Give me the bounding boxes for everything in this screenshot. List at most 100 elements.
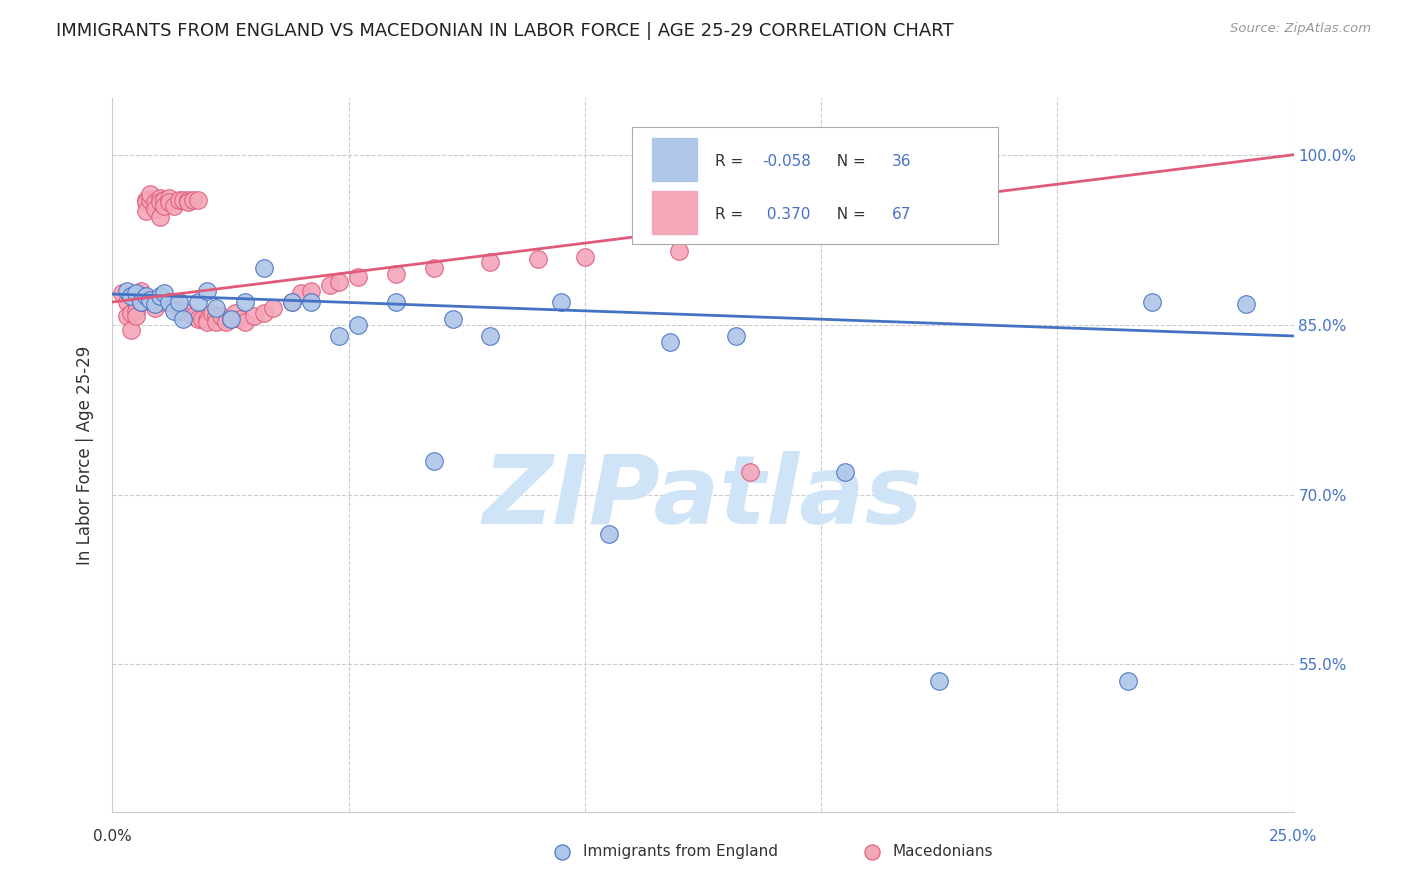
Text: Macedonians: Macedonians xyxy=(893,845,993,859)
Point xyxy=(186,193,208,207)
Text: 36: 36 xyxy=(891,153,911,169)
Bar xyxy=(652,138,697,181)
Point xyxy=(163,304,186,318)
Point xyxy=(125,304,148,318)
Point xyxy=(658,334,681,349)
Point xyxy=(233,315,256,329)
Text: Immigrants from England: Immigrants from England xyxy=(583,845,779,859)
Point xyxy=(111,285,134,300)
Point xyxy=(834,465,856,479)
Text: 25.0%: 25.0% xyxy=(1270,829,1317,844)
Point xyxy=(167,295,190,310)
Point xyxy=(422,453,444,467)
Point xyxy=(186,295,208,310)
Point xyxy=(139,187,162,202)
Point xyxy=(205,309,228,323)
Point xyxy=(172,193,194,207)
Point xyxy=(191,312,214,326)
Point xyxy=(135,204,157,219)
Point xyxy=(157,191,180,205)
Point xyxy=(129,295,152,310)
Point xyxy=(479,255,502,269)
Point xyxy=(163,199,186,213)
Text: 67: 67 xyxy=(891,207,911,222)
Point xyxy=(928,674,950,689)
Point xyxy=(328,275,350,289)
Point xyxy=(347,318,370,332)
Text: N =: N = xyxy=(827,153,870,169)
Y-axis label: In Labor Force | Age 25-29: In Labor Force | Age 25-29 xyxy=(76,345,94,565)
Point xyxy=(186,312,208,326)
Point xyxy=(181,193,204,207)
Point xyxy=(243,309,266,323)
Point xyxy=(143,195,166,210)
Point xyxy=(253,260,276,275)
Point xyxy=(479,329,502,343)
Point xyxy=(120,323,142,337)
Point xyxy=(215,315,238,329)
Point xyxy=(725,329,748,343)
Point xyxy=(1116,674,1139,689)
Point xyxy=(135,289,157,303)
Point xyxy=(441,312,464,326)
Point xyxy=(139,293,162,307)
Point xyxy=(153,285,176,300)
Point xyxy=(281,295,304,310)
Point xyxy=(157,295,180,310)
Point xyxy=(1234,297,1257,311)
Point xyxy=(181,309,204,323)
Point xyxy=(219,312,242,326)
Point xyxy=(205,315,228,329)
Point xyxy=(319,278,342,293)
Point xyxy=(153,193,176,207)
Point xyxy=(1140,295,1163,310)
Point xyxy=(120,306,142,320)
Point xyxy=(229,312,252,326)
Point xyxy=(167,304,190,318)
Point xyxy=(153,199,176,213)
Text: IMMIGRANTS FROM ENGLAND VS MACEDONIAN IN LABOR FORCE | AGE 25-29 CORRELATION CHA: IMMIGRANTS FROM ENGLAND VS MACEDONIAN IN… xyxy=(56,22,953,40)
Point xyxy=(139,193,162,207)
Text: 0.0%: 0.0% xyxy=(93,829,132,844)
FancyBboxPatch shape xyxy=(633,127,998,244)
Point xyxy=(157,195,180,210)
Point xyxy=(115,295,138,310)
Point xyxy=(153,295,176,310)
Point xyxy=(143,202,166,216)
Point xyxy=(163,295,186,310)
Point xyxy=(135,193,157,207)
Point xyxy=(740,465,762,479)
Text: 0.370: 0.370 xyxy=(762,207,810,222)
Point xyxy=(201,306,224,320)
Point xyxy=(422,260,444,275)
Text: -0.058: -0.058 xyxy=(762,153,811,169)
Point xyxy=(668,244,690,258)
Point xyxy=(233,295,256,310)
Point xyxy=(195,312,218,326)
Point xyxy=(550,295,572,310)
Point xyxy=(172,304,194,318)
Point xyxy=(209,309,232,323)
Point xyxy=(149,191,172,205)
Point xyxy=(860,845,883,859)
Point xyxy=(129,295,152,310)
Point xyxy=(526,252,548,266)
Point xyxy=(224,306,246,320)
Text: ZIPatlas: ZIPatlas xyxy=(482,451,924,544)
Point xyxy=(115,284,138,298)
Point xyxy=(177,193,200,207)
Point xyxy=(195,284,218,298)
Point xyxy=(299,284,322,298)
Text: R =: R = xyxy=(714,153,748,169)
Point xyxy=(281,295,304,310)
Point xyxy=(574,250,596,264)
Text: R =: R = xyxy=(714,207,752,222)
Point xyxy=(205,301,228,315)
Point xyxy=(262,301,284,315)
Text: Source: ZipAtlas.com: Source: ZipAtlas.com xyxy=(1230,22,1371,36)
Point xyxy=(253,306,276,320)
Point xyxy=(129,284,152,298)
Point xyxy=(195,315,218,329)
Point xyxy=(115,309,138,323)
Point xyxy=(598,527,620,541)
